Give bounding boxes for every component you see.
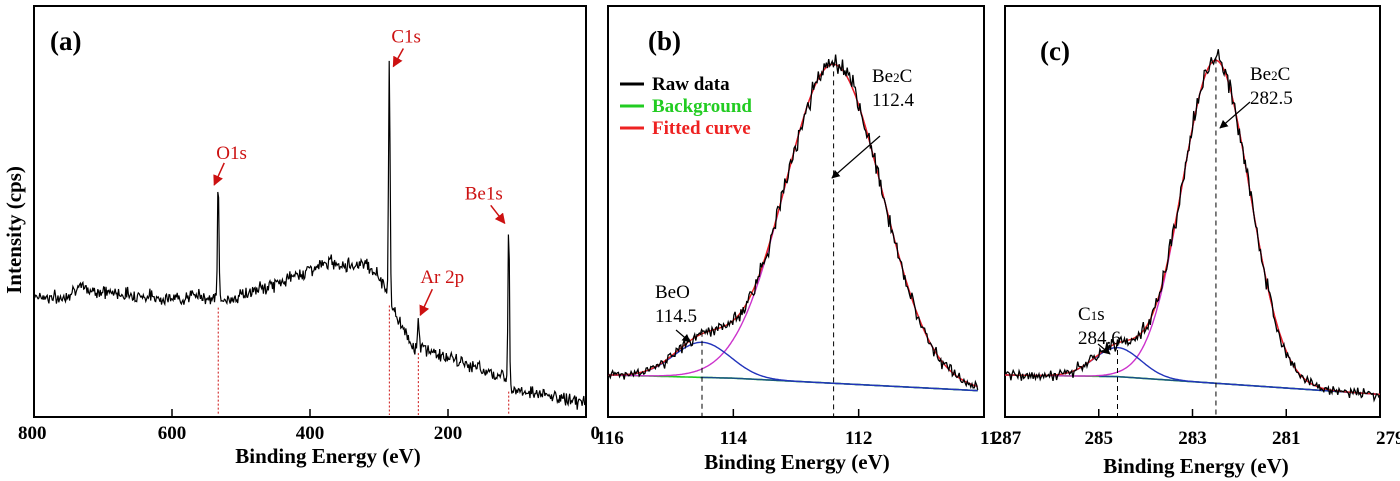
- panel-c-raw-data-line: [1004, 49, 1381, 403]
- peak-arrow: [419, 288, 434, 317]
- panel-c-annotation-arrow: [1097, 343, 1111, 355]
- survey-spectrum-line: [34, 60, 586, 410]
- panel-c-x-tick-label: 281: [1272, 428, 1301, 449]
- legend-entry: Background: [652, 96, 752, 117]
- panel-b-label: (b): [648, 26, 681, 56]
- panel-c-annotation-species: Be2C: [1250, 64, 1290, 85]
- panel-a-x-axis-title: Binding Energy (eV): [235, 444, 421, 468]
- legend-entry: Fitted curve: [652, 118, 751, 139]
- panel-c-x-axis-title: Binding Energy (eV): [1103, 454, 1289, 478]
- peak-arrow: [392, 48, 405, 68]
- panel-c-label: (c): [1040, 36, 1070, 66]
- panel-b-be1s: (b) Binding Energy (eV) 116 114 112 11 BeO 1…: [596, 5, 998, 474]
- panel-a-x-tick-label: 400: [296, 423, 325, 444]
- panel-b-raw-data-line: [607, 54, 979, 391]
- panel-b-annotation-species: Be2C: [872, 66, 912, 87]
- panel-b-x-tick-label: 112: [845, 428, 872, 449]
- panel-c-annotation-energy: 282.5: [1250, 88, 1293, 109]
- peak-arrow: [490, 204, 506, 225]
- panel-b-component-minor: [608, 341, 978, 392]
- panel-b-frame: [607, 5, 985, 418]
- panel-b-x-tick-label: 116: [596, 428, 623, 449]
- peak-label: C1s: [391, 27, 421, 48]
- panel-c-c1s: (c) Binding Energy (eV) 287 285 283 281 279 …: [993, 5, 1400, 478]
- panel-b-x-axis-title: Binding Energy (eV): [704, 450, 890, 474]
- panel-b-annotation-energy: 114.5: [655, 306, 697, 327]
- panel-c-x-tick-label: 287: [993, 428, 1022, 449]
- panel-a-y-axis-title: Intensity (cps): [2, 166, 26, 294]
- peak-label: O1s: [216, 143, 247, 164]
- panel-b-annotation-arrow: [675, 329, 691, 343]
- panel-b-x-tick-label: 114: [720, 428, 748, 449]
- panel-a-x-tick-label: 600: [158, 423, 187, 444]
- panel-a-label: (a): [50, 26, 81, 56]
- panel-a-x-tick-label: 200: [434, 423, 463, 444]
- panel-b-annotation-species: BeO: [655, 282, 690, 303]
- panel-c-component-main: [1005, 59, 1381, 396]
- panel-b-annotation-arrow: [831, 135, 881, 179]
- panel-a-survey: (a) Intensity (cps) Binding Energy (eV) …: [2, 5, 601, 468]
- panel-b-annotation-energy: 112.4: [872, 90, 915, 111]
- panel-c-x-tick-label: 283: [1178, 428, 1207, 449]
- legend-entry: Raw data: [652, 74, 730, 95]
- panel-c-fitted-curve: [1005, 59, 1381, 396]
- panel-a-x-tick-label: 800: [18, 423, 47, 444]
- panel-a-x-tick-label: 0: [591, 423, 601, 444]
- panel-a-frame: [33, 5, 587, 418]
- peak-label: Ar 2p: [420, 267, 464, 288]
- panel-c-annotation-arrow: [1219, 101, 1251, 129]
- peak-arrow: [213, 162, 225, 186]
- panel-b-x-tick-label: 11: [980, 428, 998, 449]
- panel-c-x-tick-label: 279: [1376, 428, 1400, 449]
- peak-label: Be1s: [465, 183, 503, 204]
- panel-c-frame: [1004, 5, 1381, 418]
- panel-c-x-tick-label: 285: [1085, 428, 1114, 449]
- panel-c-annotation-species: C1s: [1078, 304, 1105, 325]
- panel-c-annotation-energy: 284.6: [1078, 328, 1121, 349]
